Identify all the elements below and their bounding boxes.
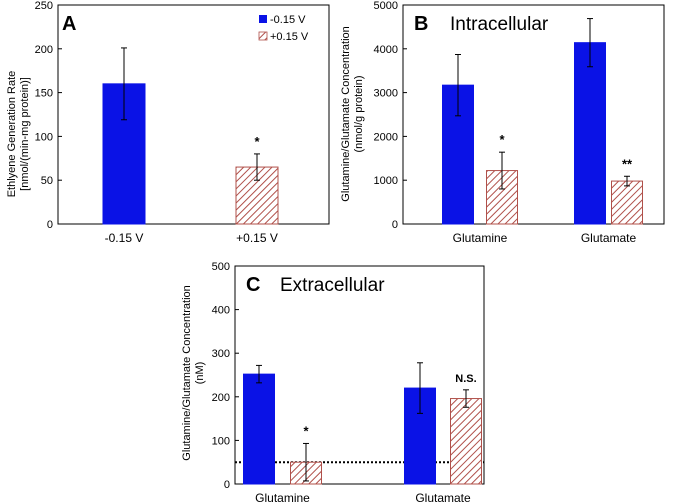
x-tick-label: Glutamine: [255, 491, 310, 504]
panel-b-letter: B: [414, 13, 428, 35]
bar-solid: [574, 42, 606, 225]
panel-c-letter: C: [246, 274, 260, 296]
significance-label: *: [254, 134, 260, 149]
panel-a-ylabel: Ethlyene Generation Rate [nmol/(min-mg p…: [6, 71, 31, 198]
panel-c-axes: 0 100 200 300 400 500 Glutamine Glutamate: [212, 261, 485, 504]
legend-swatch-neg: [259, 15, 267, 23]
y-tick-label: 0: [392, 219, 398, 231]
y-tick-label: 200: [35, 44, 53, 56]
legend-label-pos: +0.15 V: [270, 31, 309, 43]
y-tick-label: 1000: [374, 175, 398, 187]
y-tick-label: 300: [212, 348, 230, 360]
panel-a-axes: 0 50 100 150 200 250 -0.15 V +0.15 V: [35, 0, 330, 245]
panel-b-ylabel-line1: Glutamine/Glutamate Concentration: [340, 26, 352, 201]
x-tick-label: Glutamine: [453, 231, 508, 245]
panel-c-ylabel-line1: Glutamine/Glutamate Concentration: [181, 285, 193, 460]
panel-c-title: Extracellular: [280, 275, 385, 296]
y-tick-label: 4000: [374, 44, 398, 56]
plot-frame: [57, 4, 330, 225]
panel-c: C Extracellular Glutamine/Glutamate Conc…: [181, 261, 485, 504]
panel-a-letter: A: [62, 13, 76, 35]
legend-swatch-pos: [258, 31, 268, 41]
y-tick-label: 250: [35, 0, 53, 12]
y-tick-label: 400: [212, 305, 230, 317]
x-tick-label: Glutamate: [581, 231, 637, 245]
y-tick-label: 5000: [374, 0, 398, 12]
x-tick-label: Glutamate: [415, 491, 471, 504]
bar-hatched: [611, 180, 643, 225]
panel-c-bars: * N.S.: [243, 362, 482, 485]
x-tick-label: -0.15 V: [105, 231, 144, 245]
significance-label: N.S.: [455, 373, 476, 385]
panel-b-title: Intracellular: [450, 14, 549, 35]
panel-b: B Intracellular Glutamine/Glutamate Conc…: [340, 0, 665, 245]
significance-label: *: [303, 423, 309, 438]
y-tick-label: 0: [47, 219, 53, 231]
y-tick-label: 100: [35, 131, 53, 143]
y-tick-label: 100: [212, 435, 230, 447]
y-tick-label: 2000: [374, 131, 398, 143]
x-tick-label: +0.15 V: [236, 231, 278, 245]
y-tick-label: 150: [35, 88, 53, 100]
significance-label: **: [622, 156, 633, 171]
plot-frame: [402, 4, 665, 225]
panel-b-bars: ***: [442, 18, 643, 225]
y-tick-label: 3000: [374, 88, 398, 100]
panel-b-ylabel: Glutamine/Glutamate Concentration (nmol/…: [340, 26, 365, 201]
panel-b-ylabel-line2: (nmol/g protein): [353, 75, 365, 152]
panel-a-ylabel-line2: [nmol/(min-mg protein)]: [19, 77, 31, 191]
panel-a-bars: *: [102, 47, 279, 225]
bar-solid: [243, 373, 275, 485]
panel-a: A Ethlyene Generation Rate [nmol/(min-mg…: [6, 0, 330, 245]
panel-c-ylabel-line2: (nM): [194, 362, 206, 385]
bar-hatched: [450, 398, 482, 485]
y-tick-label: 50: [41, 175, 53, 187]
panel-c-ylabel: Glutamine/Glutamate Concentration (nM): [181, 285, 206, 460]
y-tick-label: 200: [212, 392, 230, 404]
panel-a-legend: -0.15 V +0.15 V: [258, 14, 309, 43]
significance-label: *: [499, 132, 505, 147]
y-tick-label: 500: [212, 261, 230, 273]
panel-a-ylabel-line1: Ethlyene Generation Rate: [6, 71, 18, 198]
panel-b-axes: 0 1000 2000 3000 4000 5000 Glutamine Glutamate: [374, 0, 665, 245]
plot-frame: [234, 265, 485, 485]
legend-label-neg: -0.15 V: [270, 14, 306, 26]
y-tick-label: 0: [224, 479, 230, 491]
